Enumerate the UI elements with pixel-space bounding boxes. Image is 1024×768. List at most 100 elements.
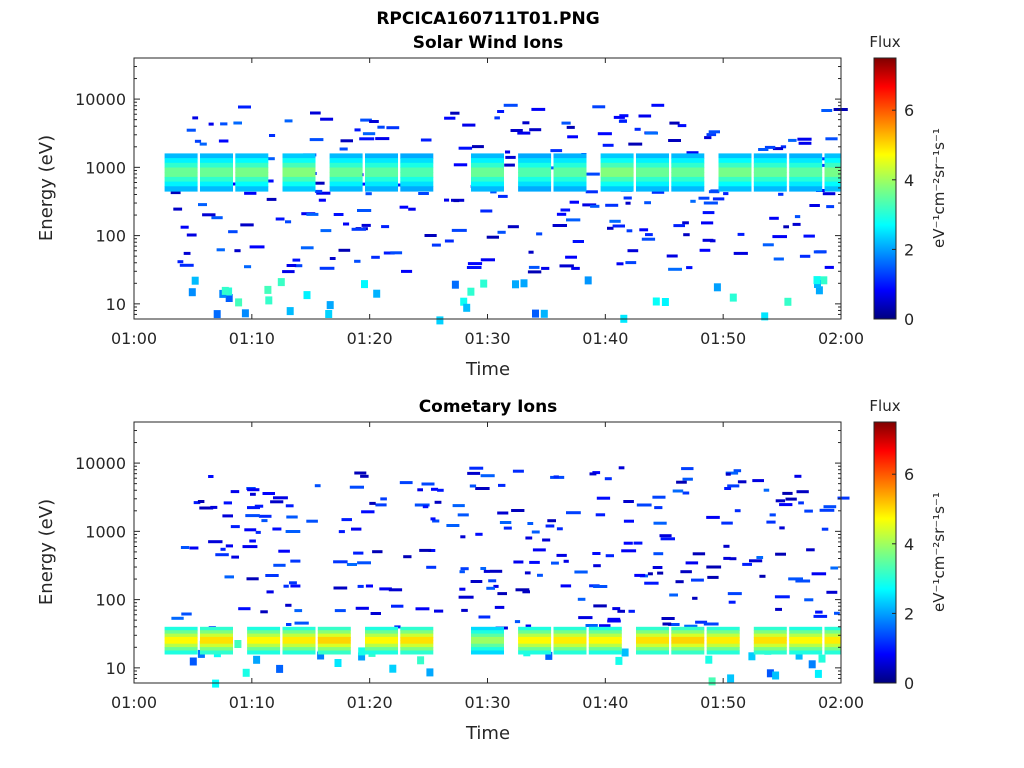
- background-count: [357, 561, 371, 565]
- x-tick-label: 01:30: [464, 693, 510, 712]
- flux-bin: [282, 626, 316, 631]
- background-count: [742, 562, 752, 566]
- background-count: [702, 211, 715, 215]
- flux-bin: [164, 167, 198, 173]
- flux-bin: [636, 176, 669, 183]
- flux-bin: [671, 167, 705, 173]
- background-count: [493, 584, 499, 588]
- flux-bin: [200, 640, 233, 645]
- flux-bin: [317, 626, 351, 631]
- flux-bin: [553, 153, 587, 159]
- background-count: [462, 123, 476, 127]
- background-count: [380, 497, 387, 501]
- flux-bin: [671, 647, 705, 652]
- low-energy-count: [727, 674, 735, 683]
- background-count: [619, 119, 627, 123]
- flux-bin: [400, 643, 434, 648]
- background-count: [599, 624, 611, 628]
- flux-bin: [518, 636, 552, 641]
- background-count: [290, 584, 301, 588]
- background-count: [289, 581, 297, 585]
- background-count: [383, 251, 395, 255]
- flux-bin: [400, 176, 434, 183]
- flux-bin: [400, 626, 434, 631]
- background-count: [577, 597, 586, 601]
- background-count: [290, 559, 301, 563]
- background-count: [375, 137, 390, 141]
- background-count: [605, 554, 614, 558]
- background-count: [585, 172, 600, 176]
- flux-bin: [400, 647, 434, 652]
- background-count: [641, 237, 656, 241]
- flux-bin: [718, 158, 752, 164]
- background-count: [597, 132, 612, 136]
- flux-bin: [671, 153, 705, 159]
- background-count: [513, 560, 524, 564]
- background-count: [503, 103, 518, 107]
- flux-bin: [282, 167, 316, 173]
- background-count: [460, 535, 466, 539]
- background-count: [728, 600, 736, 604]
- background-count: [701, 221, 714, 225]
- background-count: [566, 218, 581, 222]
- flux-cell: [636, 153, 669, 192]
- x-tick-label: 01:50: [700, 329, 746, 348]
- background-count: [595, 513, 606, 517]
- background-count: [262, 492, 275, 495]
- flux-bin: [671, 181, 705, 187]
- background-count: [704, 136, 712, 140]
- background-count: [420, 138, 432, 142]
- flux-bin: [588, 633, 622, 638]
- background-count: [333, 560, 348, 564]
- flux-bin: [164, 186, 198, 192]
- background-count: [434, 609, 444, 613]
- flux-bin: [164, 162, 198, 169]
- flux-bin: [518, 167, 552, 173]
- background-count: [779, 503, 793, 507]
- flux-bin: [282, 650, 316, 655]
- low-energy-count: [584, 276, 592, 285]
- background-count: [609, 219, 621, 223]
- flux-cell: [671, 626, 705, 655]
- background-count: [769, 513, 776, 517]
- flux-bin: [588, 650, 622, 655]
- background-count: [604, 477, 612, 481]
- background-count: [775, 607, 782, 611]
- flux-bin: [200, 626, 233, 631]
- background-count: [774, 595, 790, 599]
- background-count: [469, 484, 477, 488]
- flux-bin: [671, 630, 705, 635]
- low-energy-count: [235, 298, 243, 307]
- background-count: [480, 209, 493, 213]
- low-energy-count: [241, 309, 249, 318]
- y-axis-label: Energy (eV): [36, 135, 57, 241]
- low-energy-count: [460, 297, 468, 306]
- flux-cell: [329, 153, 363, 192]
- low-energy-count: [417, 656, 425, 665]
- flux-bin: [317, 650, 351, 655]
- background-count: [320, 117, 334, 121]
- background-count: [803, 234, 815, 238]
- flux-bin: [789, 647, 823, 652]
- flux-bin: [600, 176, 634, 183]
- background-count: [703, 201, 718, 205]
- flux-bin: [706, 630, 740, 635]
- flux-bin: [824, 640, 841, 645]
- flux-bin: [553, 172, 587, 178]
- background-count: [428, 549, 436, 552]
- flux-bin: [329, 172, 363, 178]
- background-count: [634, 127, 641, 131]
- flux-bin: [247, 633, 281, 638]
- background-count: [602, 143, 614, 147]
- background-count: [507, 225, 519, 229]
- x-axis-label: Time: [465, 723, 510, 744]
- background-count: [623, 500, 634, 503]
- x-tick-label: 01:30: [464, 329, 510, 348]
- flux-bin: [636, 650, 669, 655]
- background-count: [528, 265, 540, 269]
- background-count: [826, 590, 838, 594]
- background-count: [559, 264, 574, 268]
- background-count: [775, 552, 786, 556]
- background-count: [480, 258, 495, 262]
